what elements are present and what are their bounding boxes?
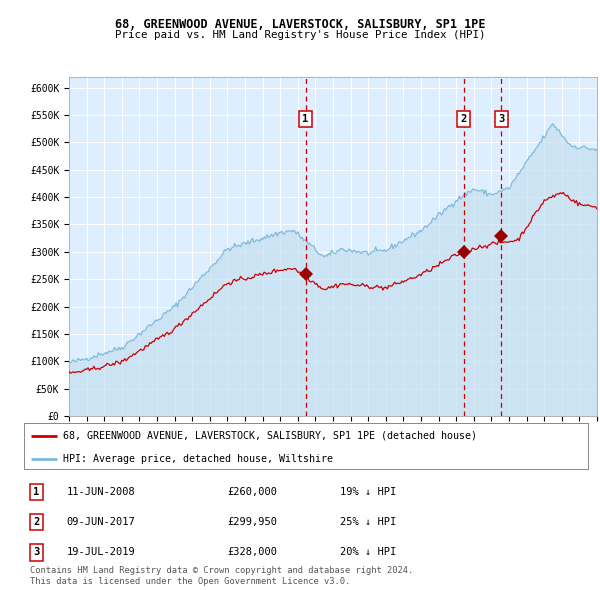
Text: 19-JUL-2019: 19-JUL-2019 <box>66 548 135 558</box>
Text: 3: 3 <box>498 114 504 124</box>
Text: 68, GREENWOOD AVENUE, LAVERSTOCK, SALISBURY, SP1 1PE: 68, GREENWOOD AVENUE, LAVERSTOCK, SALISB… <box>115 18 485 31</box>
Text: HPI: Average price, detached house, Wiltshire: HPI: Average price, detached house, Wilt… <box>64 454 334 464</box>
Text: 1: 1 <box>33 487 40 497</box>
Text: £260,000: £260,000 <box>227 487 277 497</box>
Text: 68, GREENWOOD AVENUE, LAVERSTOCK, SALISBURY, SP1 1PE (detached house): 68, GREENWOOD AVENUE, LAVERSTOCK, SALISB… <box>64 431 478 441</box>
Text: 2: 2 <box>461 114 467 124</box>
Text: £299,950: £299,950 <box>227 517 277 527</box>
Text: £328,000: £328,000 <box>227 548 277 558</box>
Text: 1: 1 <box>302 114 308 124</box>
Text: Contains HM Land Registry data © Crown copyright and database right 2024.
This d: Contains HM Land Registry data © Crown c… <box>30 566 413 586</box>
Text: Price paid vs. HM Land Registry's House Price Index (HPI): Price paid vs. HM Land Registry's House … <box>115 30 485 40</box>
Text: 11-JUN-2008: 11-JUN-2008 <box>66 487 135 497</box>
Text: 09-JUN-2017: 09-JUN-2017 <box>66 517 135 527</box>
Text: 19% ↓ HPI: 19% ↓ HPI <box>340 487 396 497</box>
Text: 25% ↓ HPI: 25% ↓ HPI <box>340 517 396 527</box>
Text: 2: 2 <box>33 517 40 527</box>
Text: 20% ↓ HPI: 20% ↓ HPI <box>340 548 396 558</box>
Text: 3: 3 <box>33 548 40 558</box>
